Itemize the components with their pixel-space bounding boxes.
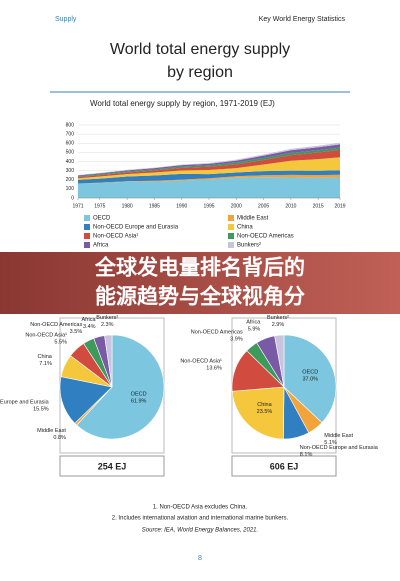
slice-label: Non-OECD Asia¹ bbox=[25, 333, 67, 339]
footnote: Source: IEA, World Energy Balances, 2021… bbox=[142, 528, 258, 534]
y-tick-label: 400 bbox=[66, 159, 75, 165]
legend-swatch bbox=[228, 242, 234, 248]
legend-label: Non-OECD Americas bbox=[237, 234, 294, 240]
x-tick-label: 2019 bbox=[334, 203, 345, 209]
slice-value: 5.9% bbox=[248, 326, 261, 332]
slice-value: 37.0% bbox=[302, 377, 318, 383]
x-tick-label: 2005 bbox=[258, 203, 269, 209]
slice-label: Bunkers² bbox=[96, 315, 118, 321]
header-left: Supply bbox=[55, 16, 77, 23]
pie-slice bbox=[274, 334, 285, 388]
area bbox=[78, 147, 340, 178]
area bbox=[78, 149, 340, 179]
footnote: 2. Includes international aviation and i… bbox=[112, 516, 289, 522]
legend-label: Non-OECD Europe and Eurasia bbox=[93, 225, 179, 231]
y-tick-label: 800 bbox=[66, 122, 75, 128]
pie-caption: 606 EJ bbox=[270, 461, 299, 471]
area bbox=[78, 174, 340, 184]
slice-label: Africa bbox=[82, 317, 97, 323]
title: by region bbox=[167, 64, 233, 81]
legend-swatch bbox=[228, 224, 234, 230]
slice-label: China bbox=[257, 402, 272, 408]
slice-label: Middle East bbox=[37, 428, 66, 434]
area bbox=[78, 170, 340, 184]
slice-label: Non-OECD Europe and Eurasia bbox=[0, 400, 50, 406]
legend-label: China bbox=[237, 225, 253, 231]
legend-swatch bbox=[84, 242, 90, 248]
pie-slice bbox=[283, 334, 337, 424]
slice-label: OECD bbox=[131, 391, 147, 397]
legend-label: Bunkers² bbox=[237, 243, 261, 249]
legend-swatch bbox=[84, 224, 90, 230]
slice-value: 5.5% bbox=[54, 340, 67, 346]
title: World total energy supply bbox=[110, 41, 290, 58]
pie-caption: 254 EJ bbox=[98, 461, 127, 471]
legend-label: Non-OECD Asia¹ bbox=[93, 234, 138, 240]
slice-value: 3.9% bbox=[230, 336, 243, 342]
slice-value: 3.4% bbox=[83, 324, 96, 330]
x-tick-label: 2015 bbox=[313, 203, 324, 209]
legend-label: Africa bbox=[93, 243, 109, 249]
slice-label: Bunkers² bbox=[267, 315, 289, 321]
caption-box bbox=[231, 455, 337, 477]
banner-text: 全球发电量排名背后的 bbox=[94, 256, 305, 280]
slice-value: 7.1% bbox=[39, 361, 52, 367]
header-right: Key World Energy Statistics bbox=[259, 16, 346, 23]
x-tick-label: 1995 bbox=[203, 203, 214, 209]
pie-slice bbox=[231, 386, 285, 440]
page-number: 8 bbox=[198, 555, 202, 562]
x-tick-label: 1971 bbox=[72, 203, 83, 209]
slice-label: Non-OECD Asia¹ bbox=[180, 359, 222, 365]
y-tick-label: 200 bbox=[66, 177, 75, 183]
x-tick-label: 1990 bbox=[176, 203, 187, 209]
area bbox=[78, 157, 340, 180]
pie-slice bbox=[104, 334, 113, 388]
y-tick-label: 100 bbox=[66, 186, 75, 192]
y-tick-label: 300 bbox=[66, 168, 75, 174]
banner bbox=[0, 252, 400, 314]
y-tick-label: 700 bbox=[66, 131, 75, 137]
slice-label: China bbox=[37, 354, 52, 360]
y-tick-label: 500 bbox=[66, 150, 75, 156]
area bbox=[78, 177, 340, 198]
slice-label: Non-OECD Americas bbox=[30, 322, 82, 328]
legend-swatch bbox=[228, 215, 234, 221]
legend-swatch bbox=[84, 215, 90, 221]
slice-value: 23.5% bbox=[257, 409, 273, 415]
y-tick-label: 600 bbox=[66, 141, 75, 147]
x-tick-label: 1985 bbox=[149, 203, 160, 209]
slice-label: Africa bbox=[246, 319, 261, 325]
legend-swatch bbox=[228, 233, 234, 239]
legend-label: Middle East bbox=[237, 216, 269, 222]
slice-value: 61.9% bbox=[131, 398, 147, 404]
legend-label: OECD bbox=[93, 216, 111, 222]
slice-label: OECD bbox=[302, 370, 318, 376]
charts: 0 100 200 300 400 500 600 700 800 1971 1975 1980 198… bbox=[0, 122, 379, 458]
slice-value: 8.1% bbox=[300, 452, 313, 458]
slice-value: 2.9% bbox=[272, 322, 285, 328]
slice-label: Non-OECD Americas bbox=[191, 329, 243, 335]
slice-label: Middle East bbox=[324, 433, 353, 439]
x-tick-label: 1975 bbox=[94, 203, 105, 209]
pie-slice bbox=[76, 334, 165, 440]
slice-label: Non-OECD Europe and Eurasia bbox=[300, 445, 379, 451]
slice-value: 2.3% bbox=[101, 322, 114, 328]
x-tick-label: 1980 bbox=[122, 203, 133, 209]
slice-value: 3.5% bbox=[70, 329, 83, 335]
slice-value: 5.1% bbox=[324, 440, 337, 446]
x-tick-label: 2010 bbox=[285, 203, 296, 209]
slice-value: 0.8% bbox=[53, 435, 66, 441]
x-tick-label: 2000 bbox=[231, 203, 242, 209]
y-tick-label: 0 bbox=[71, 195, 74, 201]
banner-text: 能源趋势与全球视角分 bbox=[95, 285, 305, 309]
footnote: 1. Non-OECD Asia excludes China. bbox=[153, 505, 248, 511]
chart-title: World total energy supply by region, 197… bbox=[90, 99, 275, 108]
caption-box bbox=[59, 455, 165, 477]
legend-swatch bbox=[84, 233, 90, 239]
pie-slice bbox=[59, 376, 113, 424]
area bbox=[78, 144, 340, 177]
slice-value: 15.5% bbox=[33, 407, 49, 413]
slice-value: 13.6% bbox=[206, 366, 222, 372]
